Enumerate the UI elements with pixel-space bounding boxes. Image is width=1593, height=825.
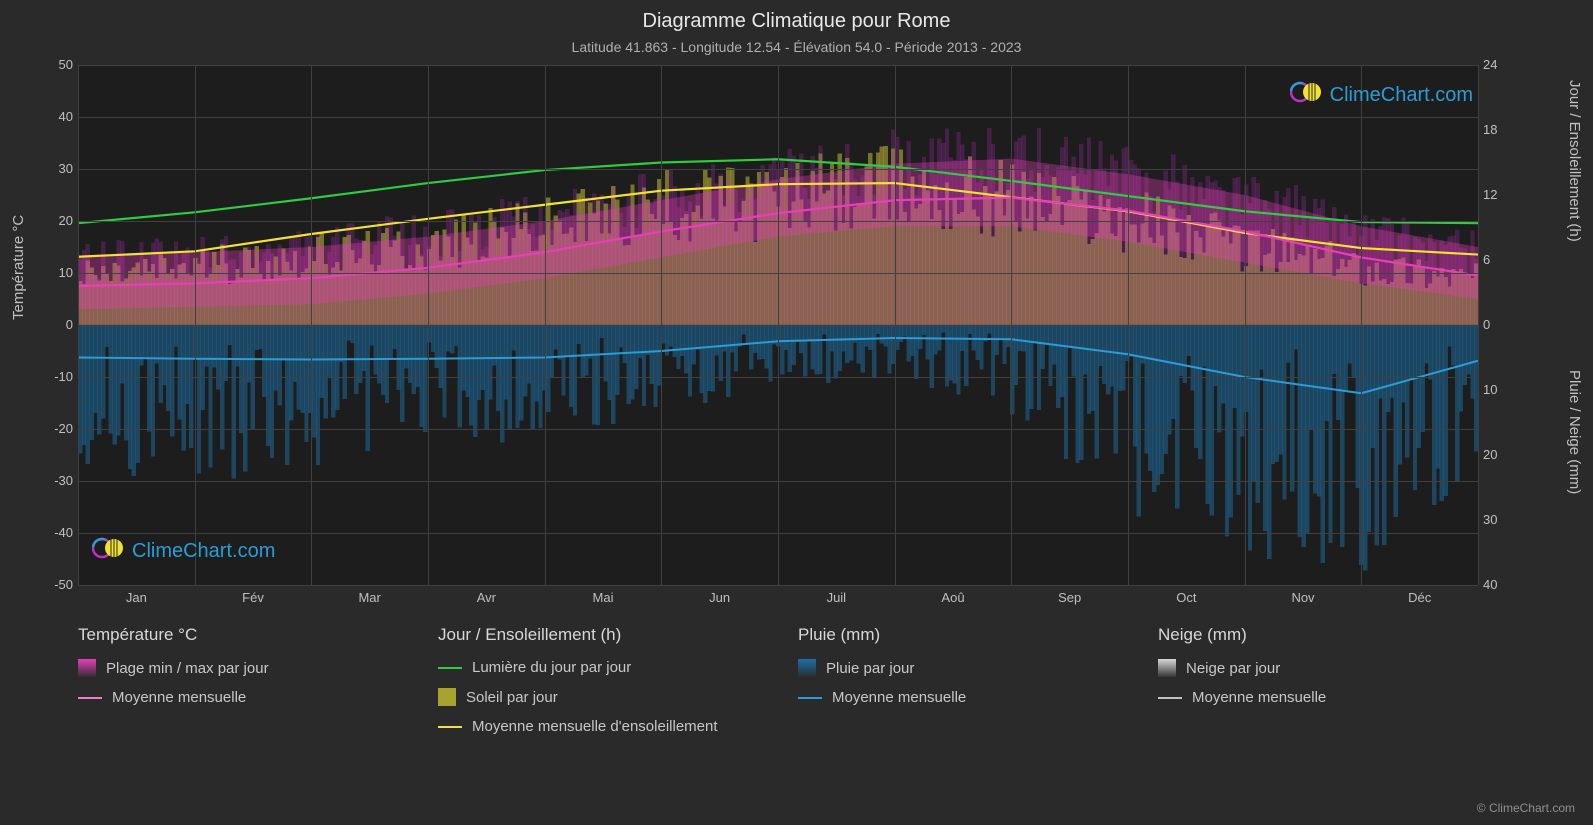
legend-group: Neige (mm) Neige par jour Moyenne mensuell… — [1158, 625, 1478, 747]
legend-item-label: Moyenne mensuelle — [832, 689, 966, 706]
legend-line-icon — [1158, 697, 1182, 699]
gridline-v — [78, 65, 79, 585]
legend-item: Moyenne mensuelle — [78, 689, 398, 706]
legend-item: Pluie par jour — [798, 659, 1118, 677]
gridline-h — [78, 585, 1478, 586]
y-axis-right-bottom-label: Pluie / Neige (mm) — [1566, 370, 1583, 494]
gridline-v — [545, 65, 546, 585]
legend-item-label: Neige par jour — [1186, 660, 1280, 677]
gridline-v — [778, 65, 779, 585]
tick-right-hour: 18 — [1483, 122, 1523, 137]
legend-item: Neige par jour — [1158, 659, 1478, 677]
tick-left: -50 — [33, 577, 73, 592]
tick-right-hour: 6 — [1483, 252, 1523, 267]
gridline-v — [1245, 65, 1246, 585]
legend-item-label: Pluie par jour — [826, 660, 914, 677]
tick-right-mm: 30 — [1483, 512, 1523, 527]
tick-right-hour: 0 — [1483, 317, 1523, 332]
y-axis-right-top-label: Jour / Ensoleillement (h) — [1566, 80, 1583, 242]
legend-group: Température °C Plage min / max par jour Mo… — [78, 625, 398, 747]
legend-swatch-icon — [78, 659, 96, 677]
tick-left: -10 — [33, 369, 73, 384]
gridline-v — [661, 65, 662, 585]
legend-swatch-icon — [1158, 659, 1176, 677]
gridline-v — [311, 65, 312, 585]
legend-group: Jour / Ensoleillement (h) Lumière du jour… — [438, 625, 758, 747]
tick-right-hour: 24 — [1483, 57, 1523, 72]
gridline-v — [1011, 65, 1012, 585]
tick-month: Fév — [223, 590, 283, 605]
tick-month: Oct — [1156, 590, 1216, 605]
tick-left: 20 — [33, 213, 73, 228]
legend-group-title: Jour / Ensoleillement (h) — [438, 625, 758, 645]
legend-item-label: Lumière du jour par jour — [472, 659, 631, 676]
legend: Température °C Plage min / max par jour Mo… — [78, 625, 1478, 747]
legend-swatch-icon — [438, 688, 456, 706]
tick-left: 40 — [33, 109, 73, 124]
gridline-v — [895, 65, 896, 585]
legend-item-label: Soleil par jour — [466, 689, 558, 706]
tick-month: Mar — [340, 590, 400, 605]
tick-month: Sep — [1040, 590, 1100, 605]
legend-item-label: Moyenne mensuelle — [1192, 689, 1326, 706]
legend-group-title: Neige (mm) — [1158, 625, 1478, 645]
chart-subtitle: Latitude 41.863 - Longitude 12.54 - Élév… — [0, 33, 1593, 55]
gridline-v — [195, 65, 196, 585]
legend-item-label: Moyenne mensuelle — [112, 689, 246, 706]
gridline-v — [428, 65, 429, 585]
chart-title: Diagramme Climatique pour Rome — [0, 0, 1593, 33]
tick-right-mm: 10 — [1483, 382, 1523, 397]
tick-month: Déc — [1390, 590, 1450, 605]
legend-line-icon — [438, 726, 462, 728]
tick-left: -30 — [33, 473, 73, 488]
tick-month: Juil — [806, 590, 866, 605]
legend-item: Plage min / max par jour — [78, 659, 398, 677]
tick-right-hour: 12 — [1483, 187, 1523, 202]
tick-month: Jan — [106, 590, 166, 605]
copyright: © ClimeChart.com — [1477, 801, 1575, 815]
tick-month: Nov — [1273, 590, 1333, 605]
legend-line-icon — [798, 697, 822, 699]
tick-left: -40 — [33, 525, 73, 540]
tick-month: Jun — [690, 590, 750, 605]
climate-chart: Diagramme Climatique pour Rome Latitude … — [0, 0, 1593, 825]
tick-left: -20 — [33, 421, 73, 436]
y-axis-left-label: Température °C — [10, 215, 27, 320]
tick-right-mm: 20 — [1483, 447, 1523, 462]
tick-month: Mai — [573, 590, 633, 605]
legend-line-icon — [438, 667, 462, 669]
legend-item-label: Plage min / max par jour — [106, 660, 269, 677]
legend-item: Moyenne mensuelle d'ensoleillement — [438, 718, 758, 735]
legend-item-label: Moyenne mensuelle d'ensoleillement — [472, 718, 718, 735]
tick-left: 50 — [33, 57, 73, 72]
tick-left: 10 — [33, 265, 73, 280]
legend-item: Moyenne mensuelle — [798, 689, 1118, 706]
tick-month: Aoû — [923, 590, 983, 605]
legend-item: Lumière du jour par jour — [438, 659, 758, 676]
legend-group-title: Température °C — [78, 625, 398, 645]
tick-right-mm: 40 — [1483, 577, 1523, 592]
gridline-v — [1478, 65, 1479, 585]
legend-line-icon — [78, 697, 102, 699]
tick-month: Avr — [456, 590, 516, 605]
legend-group: Pluie (mm) Pluie par jour Moyenne mensuell… — [798, 625, 1118, 747]
gridline-v — [1361, 65, 1362, 585]
legend-item: Moyenne mensuelle — [1158, 689, 1478, 706]
tick-left: 0 — [33, 317, 73, 332]
tick-left: 30 — [33, 161, 73, 176]
legend-group-title: Pluie (mm) — [798, 625, 1118, 645]
legend-item: Soleil par jour — [438, 688, 758, 706]
gridline-v — [1128, 65, 1129, 585]
legend-swatch-icon — [798, 659, 816, 677]
